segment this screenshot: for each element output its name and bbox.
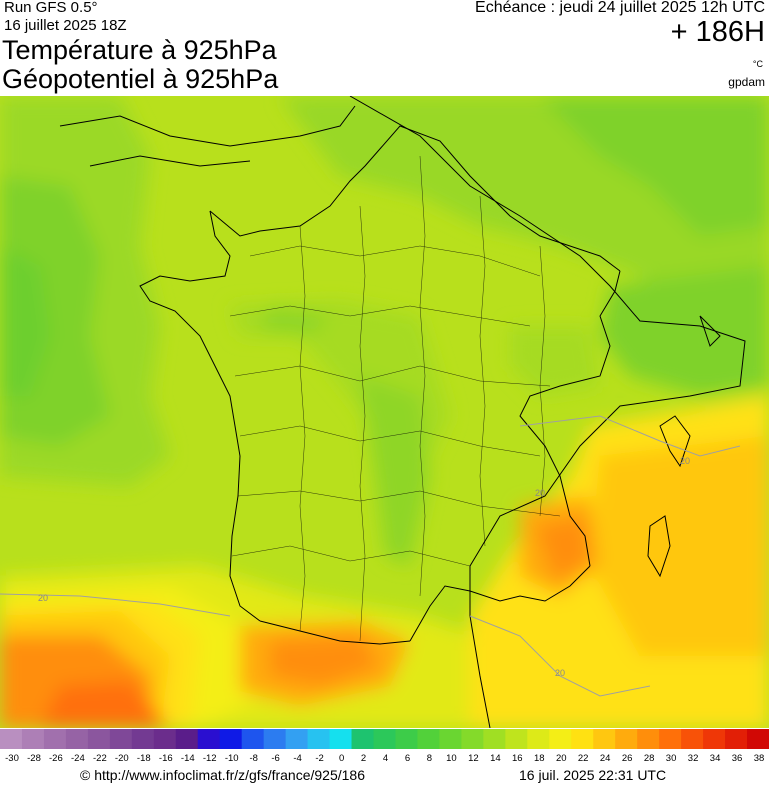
color-scale-swatch — [197, 729, 221, 749]
run-date: 16 juillet 2025 18Z — [4, 17, 127, 34]
color-scale-swatch — [263, 729, 287, 749]
color-scale-swatch — [21, 729, 45, 749]
run-label: Run GFS 0.5° — [4, 0, 98, 16]
color-scale-swatch — [131, 729, 155, 749]
color-scale-tick: -18 — [136, 753, 151, 764]
color-scale-swatch — [351, 729, 375, 749]
color-scale-tick: 24 — [599, 753, 611, 764]
color-scale-tick: 10 — [446, 753, 457, 764]
color-scale-swatch — [417, 729, 440, 749]
color-scale-bar — [0, 729, 769, 749]
color-scale-tick: 14 — [490, 753, 501, 764]
color-scale-tick: -6 — [271, 753, 280, 764]
color-scale-tick: -20 — [114, 753, 129, 764]
isoline-label: 20 — [680, 456, 690, 466]
color-scale-tick: 32 — [687, 753, 699, 764]
color-scale-tick: -24 — [71, 753, 85, 764]
color-scale-swatch — [65, 729, 89, 749]
color-scale-swatch — [329, 729, 353, 749]
map-title-temperature: Température à 925hPa — [2, 35, 277, 65]
color-scale-tick: 2 — [360, 753, 367, 764]
color-scale-swatch — [395, 729, 418, 749]
color-scale-swatch — [615, 729, 638, 749]
source-url: © http://www.infoclimat.fr/z/gfs/france/… — [80, 767, 365, 783]
color-scale-swatch — [527, 729, 550, 749]
color-scale-tick: -26 — [49, 753, 63, 764]
isoline-label: 20 — [38, 593, 48, 603]
color-scale-swatch — [659, 729, 682, 749]
isoline-label: 20 — [535, 488, 545, 498]
generated-time: 16 juil. 2025 22:31 UTC — [519, 767, 667, 783]
color-scale-swatch — [43, 729, 67, 749]
color-scale-swatch — [219, 729, 243, 749]
color-scale-swatch — [461, 729, 484, 749]
color-scale-swatch — [483, 729, 506, 749]
color-scale-swatch — [307, 729, 331, 749]
color-scale-tick: 20 — [556, 753, 567, 764]
color-scale-swatch — [175, 729, 199, 749]
color-scale-tick: -14 — [180, 753, 195, 764]
color-scale-swatch — [153, 729, 177, 749]
color-scale-swatch — [747, 729, 769, 749]
color-scale-tick: -28 — [27, 753, 41, 764]
color-scale-tick: 4 — [382, 753, 389, 764]
color-scale-swatch — [681, 729, 704, 749]
color-scale-swatch — [593, 729, 616, 749]
color-scale-tick: 16 — [512, 753, 523, 764]
color-scale-tick: 26 — [621, 753, 633, 764]
color-scale-swatch — [571, 729, 594, 749]
color-scale-swatch — [505, 729, 528, 749]
forecast-horizon: + 186H — [670, 16, 765, 48]
color-scale-swatch — [725, 729, 748, 749]
unit-label: °C — [752, 59, 763, 69]
color-scale-swatch — [637, 729, 660, 749]
color-scale-tick: 8 — [426, 753, 433, 764]
color-scale-swatch — [549, 729, 572, 749]
isoline-label: 20 — [555, 668, 565, 678]
forecast-valid-time: Echéance : jeudi 24 juillet 2025 12h UTC — [475, 0, 765, 16]
color-scale-tick: 34 — [709, 753, 721, 764]
color-scale-tick: -12 — [202, 753, 217, 764]
color-scale-tick: 18 — [534, 753, 545, 764]
color-scale-swatch — [87, 729, 111, 749]
map-title-geopotential: Géopotentiel à 925hPa — [2, 64, 279, 94]
color-scale-tick: -4 — [293, 753, 302, 764]
color-scale-tick: 28 — [643, 753, 655, 764]
temperature-map: 20 20 20 20 — [0, 96, 769, 728]
color-scale-tick: 36 — [731, 753, 743, 764]
color-scale-swatch — [285, 729, 309, 749]
color-scale-swatch — [241, 729, 265, 749]
color-scale-swatch — [373, 729, 396, 749]
color-scale-swatch — [439, 729, 462, 749]
color-scale-tick: -16 — [158, 753, 173, 764]
color-scale-tick: -30 — [5, 753, 19, 764]
color-scale-tick: 0 — [338, 753, 345, 764]
color-scale-swatch — [109, 729, 133, 749]
color-scale-tick: -8 — [249, 753, 258, 764]
color-scale-tick: -22 — [93, 753, 107, 764]
color-scale-tick: -2 — [315, 753, 324, 764]
color-scale-swatch — [703, 729, 726, 749]
color-scale-tick: 12 — [468, 753, 479, 764]
color-scale-tick: -10 — [224, 753, 239, 764]
color-scale-tick: 22 — [577, 753, 589, 764]
brand-label: gpdam — [728, 75, 765, 89]
color-scale-swatch — [0, 729, 23, 749]
color-scale-tick: 38 — [753, 753, 765, 764]
color-scale-tick: 6 — [404, 753, 411, 764]
color-scale-tick: 30 — [665, 753, 677, 764]
color-scale-labels: -30 -28 -26 -24 -22 -20 -18 -16 -14 -12 -10 -8 -6 -4-… — [0, 752, 769, 766]
